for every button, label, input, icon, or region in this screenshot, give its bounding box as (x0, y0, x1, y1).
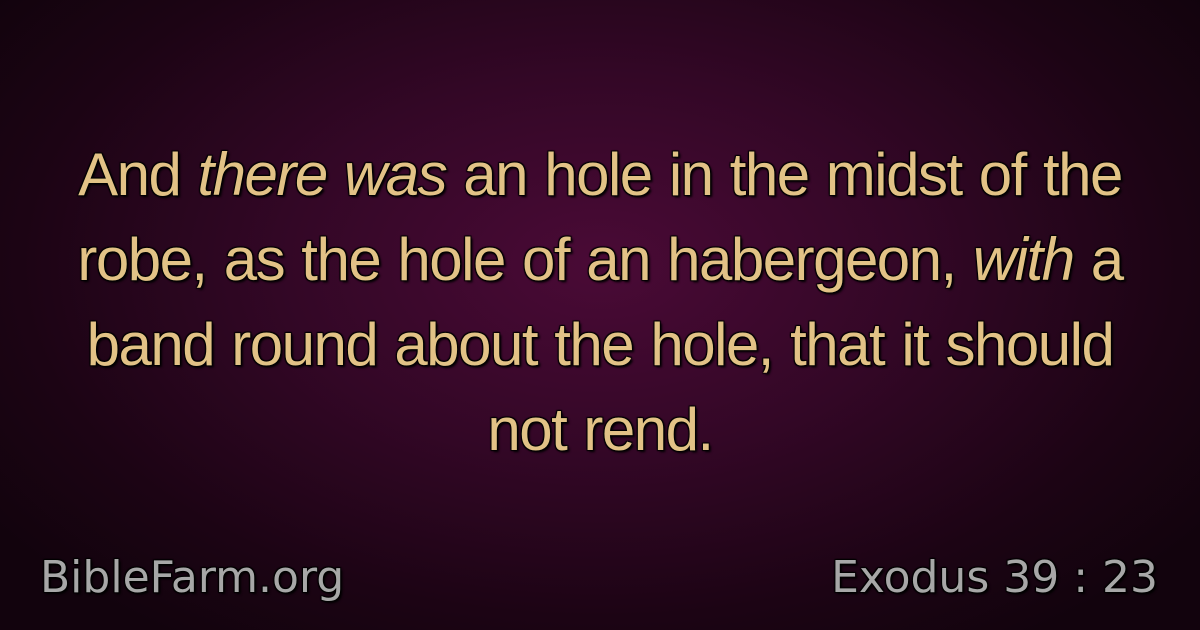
site-watermark: BibleFarm.org (40, 552, 345, 603)
verse-reference: Exodus 39 : 23 (831, 552, 1158, 603)
verse-segment-3: an hole in the midst of the robe, as the… (77, 141, 1123, 293)
verse-segment-2-italic: there was (197, 141, 448, 208)
verse-segment-5: a band round about the hole, that it sho… (86, 226, 1124, 463)
verse-text: And there was an hole in the midst of th… (60, 132, 1140, 472)
verse-segment-1: And (78, 141, 198, 208)
verse-segment-4-italic: with (972, 226, 1075, 293)
